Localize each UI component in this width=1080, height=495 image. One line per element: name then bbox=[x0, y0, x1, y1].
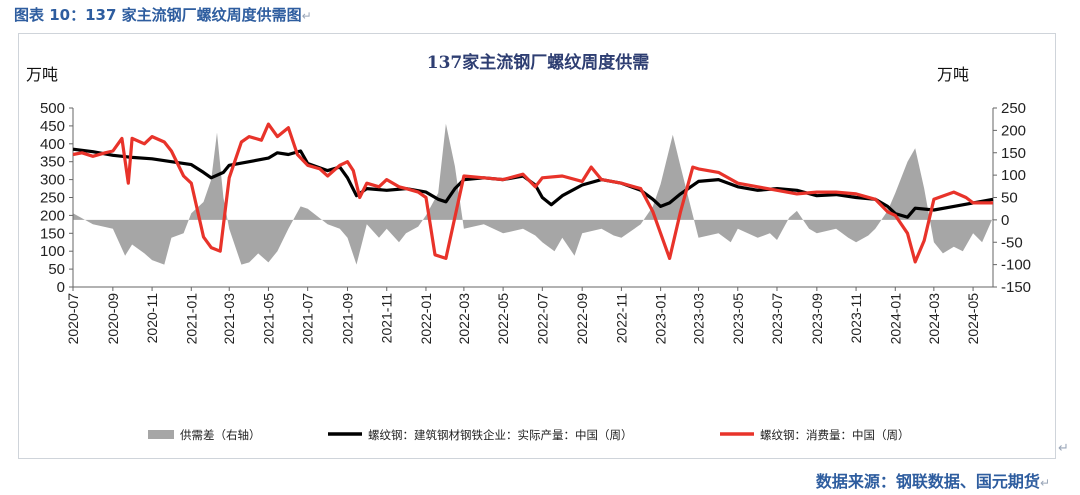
x-tick-label: 2021-09 bbox=[340, 293, 356, 345]
left-tick-label: 450 bbox=[40, 118, 65, 135]
series-consumption-line bbox=[72, 122, 993, 264]
right-tick-label: 200 bbox=[1001, 122, 1026, 139]
legend-label-gap: 供需差（右轴） bbox=[180, 428, 261, 442]
left-tick-label: 200 bbox=[40, 207, 65, 224]
legend-label-output: 螺纹钢：建筑钢材钢铁企业：实际产量：中国（周） bbox=[368, 428, 633, 442]
x-tick-label: 2024-01 bbox=[887, 293, 903, 345]
x-tick-label: 2020-09 bbox=[105, 293, 121, 345]
left-tick-label: 150 bbox=[40, 225, 65, 242]
right-tick-label: -100 bbox=[1001, 257, 1031, 274]
right-tick-label: 100 bbox=[1001, 167, 1026, 184]
x-tick-label: 2022-09 bbox=[574, 293, 590, 345]
return-mark: ↵ bbox=[1058, 441, 1069, 456]
right-axis-unit: 万吨 bbox=[937, 65, 969, 84]
left-tick-label: 100 bbox=[40, 243, 65, 260]
left-tick-label: 500 bbox=[40, 100, 65, 117]
x-tick-label: 2024-03 bbox=[926, 293, 942, 345]
left-tick-label: 50 bbox=[48, 261, 65, 278]
x-tick-label: 2021-07 bbox=[300, 293, 316, 345]
x-tick-label: 2021-03 bbox=[221, 293, 237, 345]
x-tick-label: 2022-01 bbox=[418, 293, 434, 345]
right-tick-label: 250 bbox=[1001, 100, 1026, 117]
x-tick-label: 2020-11 bbox=[144, 293, 160, 344]
legend-swatch-gap bbox=[148, 430, 174, 439]
x-tick-label: 2023-11 bbox=[848, 293, 864, 344]
x-tick-label: 2022-03 bbox=[456, 293, 472, 345]
x-tick-label: 2022-05 bbox=[495, 293, 511, 345]
right-tick-label: 50 bbox=[1001, 190, 1018, 207]
x-tick-label: 2021-11 bbox=[379, 293, 395, 344]
x-tick-label: 2023-09 bbox=[809, 293, 825, 345]
x-tick-label: 2023-05 bbox=[730, 293, 746, 345]
legend: 供需差（右轴） 螺纹钢：建筑钢材钢铁企业：实际产量：中国（周） 螺纹钢：消费量：… bbox=[148, 428, 910, 442]
legend-label-consumption: 螺纹钢：消费量：中国（周） bbox=[760, 428, 910, 442]
x-tick-label: 2023-03 bbox=[691, 293, 707, 345]
x-tick-label: 2022-07 bbox=[534, 293, 550, 345]
document-figure-title: 图表 10：137 家主流钢厂螺纹周度供需图↵ bbox=[14, 6, 312, 24]
series-gap-area bbox=[73, 123, 993, 265]
x-tick-label: 2021-01 bbox=[183, 293, 199, 345]
chart-frame bbox=[18, 33, 1056, 459]
axes-layer: 050100150200250300350400450500-150-100-5… bbox=[40, 100, 1031, 344]
right-tick-label: -50 bbox=[1001, 234, 1023, 251]
left-tick-label: 0 bbox=[57, 279, 65, 296]
left-tick-label: 250 bbox=[40, 190, 65, 207]
x-tick-label: 2023-07 bbox=[769, 293, 785, 345]
right-tick-label: 0 bbox=[1001, 212, 1009, 229]
gap-area-layer bbox=[73, 123, 993, 265]
line-series-layer bbox=[72, 122, 994, 264]
chart-title: 137家主流钢厂螺纹周度供需 bbox=[427, 52, 650, 73]
x-tick-label: 2024-05 bbox=[965, 293, 981, 345]
source-note: 数据来源：钢联数据、国元期货↵ bbox=[815, 472, 1050, 491]
x-tick-label: 2023-01 bbox=[653, 293, 669, 345]
left-axis-unit: 万吨 bbox=[26, 65, 58, 84]
left-tick-label: 350 bbox=[40, 154, 65, 171]
left-tick-label: 300 bbox=[40, 172, 65, 189]
x-tick-label: 2021-05 bbox=[260, 293, 276, 345]
left-tick-label: 400 bbox=[40, 136, 65, 153]
right-tick-label: 150 bbox=[1001, 145, 1026, 162]
right-tick-label: -150 bbox=[1001, 279, 1031, 296]
x-tick-label: 2022-11 bbox=[613, 293, 629, 344]
x-tick-label: 2020-07 bbox=[65, 293, 81, 345]
